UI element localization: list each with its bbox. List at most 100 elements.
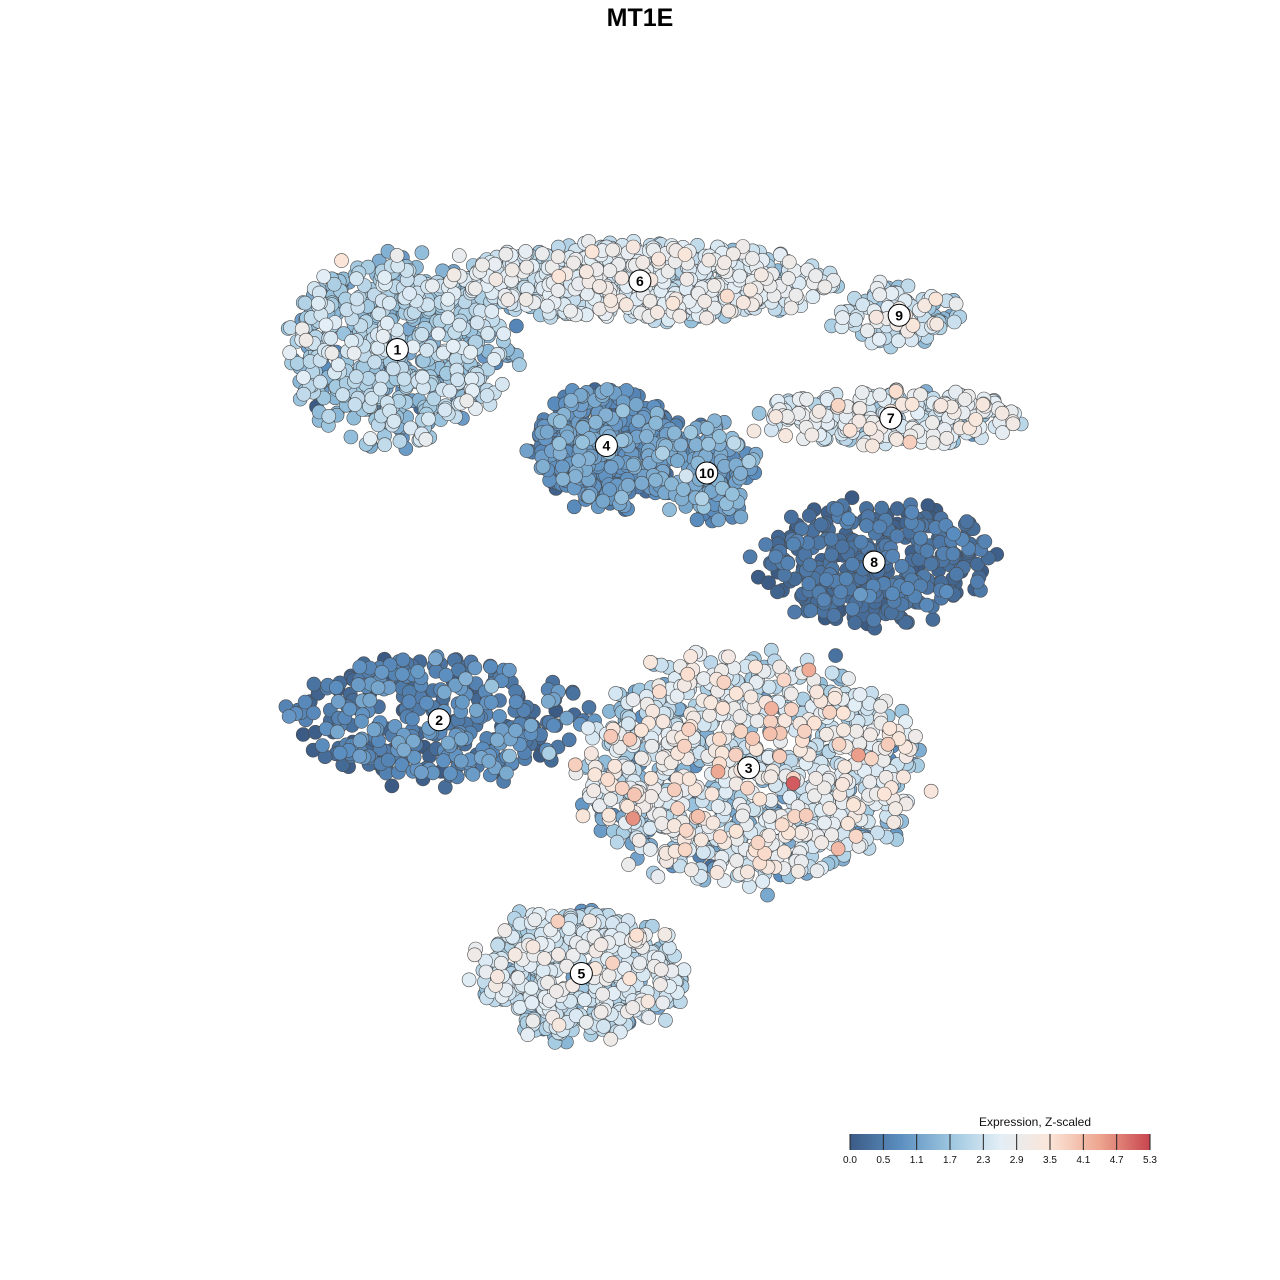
points-layer xyxy=(278,234,1029,1050)
cell-point xyxy=(742,879,757,894)
cell-point xyxy=(743,689,759,705)
cell-point xyxy=(712,731,727,747)
cell-point xyxy=(552,414,568,429)
cell-point xyxy=(785,776,801,791)
cell-point xyxy=(761,575,776,591)
cell-point xyxy=(396,742,412,758)
cell-point xyxy=(657,927,673,942)
cell-point xyxy=(724,486,740,502)
cell-point xyxy=(587,767,603,783)
cell-point xyxy=(920,498,936,513)
cell-point xyxy=(306,676,322,692)
cell-point xyxy=(648,472,663,488)
cell-point xyxy=(732,268,748,284)
cell-point xyxy=(455,694,470,710)
cell-point xyxy=(830,397,846,413)
cell-point xyxy=(900,581,915,596)
cell-point xyxy=(605,242,620,258)
cell-point xyxy=(798,808,814,823)
cell-point xyxy=(599,382,615,397)
cell-point xyxy=(748,659,763,675)
cell-point xyxy=(762,726,778,742)
cell-point xyxy=(827,690,843,706)
cell-point xyxy=(551,947,566,962)
cell-point xyxy=(414,327,430,342)
cell-point xyxy=(605,955,620,971)
cell-point xyxy=(410,664,426,679)
cell-point xyxy=(442,766,458,781)
cell-point xyxy=(595,493,611,509)
cell-point xyxy=(975,397,991,412)
cell-point xyxy=(946,314,962,330)
cell-point xyxy=(395,652,411,668)
cell-point xyxy=(946,526,961,542)
cell-point xyxy=(377,437,393,453)
cell-point xyxy=(629,927,645,943)
cell-point xyxy=(535,459,551,474)
cell-point xyxy=(852,687,868,702)
cell-point xyxy=(635,255,651,270)
cell-point xyxy=(563,393,579,408)
cell-point xyxy=(571,453,586,468)
cell-point xyxy=(580,720,596,736)
cell-point xyxy=(774,817,790,833)
cell-point xyxy=(654,816,670,831)
cell-point xyxy=(651,251,666,267)
cell-point xyxy=(772,749,788,764)
cell-point xyxy=(565,685,581,701)
cell-point xyxy=(480,326,496,341)
cell-point xyxy=(702,707,717,723)
cell-point xyxy=(631,832,647,848)
cell-point xyxy=(742,549,758,565)
cell-point xyxy=(670,801,686,816)
cell-point xyxy=(919,543,935,559)
cell-point xyxy=(888,384,904,399)
cell-point xyxy=(653,977,668,992)
cell-point xyxy=(446,267,462,283)
cell-point xyxy=(640,994,656,1009)
cell-point xyxy=(575,939,591,955)
cell-point xyxy=(808,268,824,284)
cell-point xyxy=(662,502,677,518)
cell-point xyxy=(677,842,693,858)
cell-point xyxy=(454,731,469,747)
cell-point xyxy=(802,557,818,573)
cell-point xyxy=(819,572,834,587)
cell-point xyxy=(622,731,638,747)
cluster-label-9: 9 xyxy=(895,307,903,323)
cell-point xyxy=(442,383,458,399)
cluster-label-8: 8 xyxy=(870,554,878,570)
cell-point xyxy=(551,436,567,451)
cell-point xyxy=(508,723,523,738)
cell-point xyxy=(344,333,359,349)
cell-point xyxy=(733,509,749,525)
cell-point xyxy=(352,733,368,749)
cell-point xyxy=(625,1000,641,1015)
cell-point xyxy=(497,923,513,938)
cell-point xyxy=(828,648,843,663)
cell-point xyxy=(653,962,669,977)
cell-point xyxy=(816,592,832,608)
cell-point xyxy=(479,388,495,403)
cell-point xyxy=(925,415,940,430)
cell-point xyxy=(540,298,555,314)
cell-point xyxy=(615,403,631,419)
cell-point xyxy=(373,381,388,397)
cell-point xyxy=(898,615,913,630)
cell-point xyxy=(715,700,731,716)
cell-point xyxy=(830,841,846,857)
cell-point xyxy=(871,331,887,347)
cluster-label-4: 4 xyxy=(603,438,611,454)
cell-point xyxy=(347,397,363,412)
cell-point xyxy=(670,453,685,469)
cell-point xyxy=(862,774,878,790)
cell-point xyxy=(693,832,709,848)
cell-point xyxy=(696,671,712,687)
cell-point xyxy=(655,445,670,461)
cell-point xyxy=(453,753,469,769)
cell-point xyxy=(499,765,514,781)
cell-point xyxy=(321,408,337,424)
cell-point xyxy=(949,566,964,582)
cell-point xyxy=(823,531,839,547)
cell-point xyxy=(817,815,832,831)
